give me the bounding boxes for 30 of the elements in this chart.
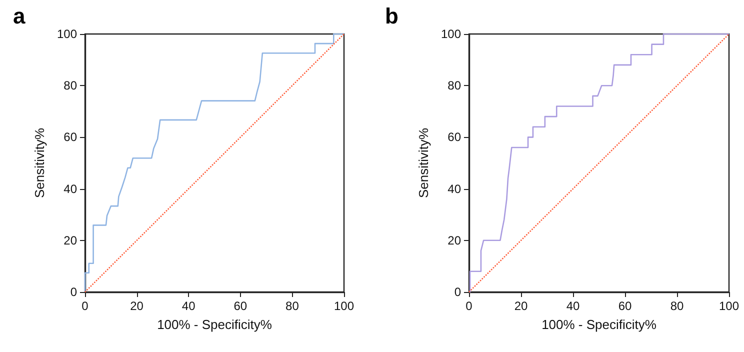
y-tick-label: 0 (70, 285, 78, 299)
x-tick-label: 20 (514, 299, 528, 313)
chart-title: a (13, 4, 26, 28)
x-tick-label: 80 (286, 299, 300, 313)
x-tick-label: 0 (466, 299, 473, 313)
y-tick-label: 40 (64, 182, 78, 196)
y-tick-label: 60 (64, 130, 78, 144)
x-tick-label: 60 (618, 299, 632, 313)
y-tick-label: 80 (448, 78, 462, 93)
x-tick-label: 60 (234, 299, 248, 313)
y-axis-title: Sensitivity% (416, 128, 432, 198)
x-tick-label: 100 (334, 299, 354, 313)
x-tick-label: 0 (82, 299, 89, 313)
chart-title: b (385, 4, 398, 28)
y-tick-label: 100 (56, 27, 78, 41)
x-axis-title: 100% - Specificity% (542, 317, 657, 332)
x-axis-title: 100% - Specificity% (157, 317, 272, 332)
x-tick-label: 40 (566, 299, 580, 313)
x-tick-label: 40 (182, 299, 196, 313)
y-tick-label: 20 (448, 233, 462, 248)
y-tick-label: 100 (440, 27, 462, 41)
y-tick-label: 20 (64, 233, 78, 248)
y-tick-label: 80 (64, 78, 78, 93)
x-tick-label: 80 (670, 299, 684, 313)
y-tick-label: 60 (448, 130, 462, 144)
x-tick-label: 100 (718, 299, 740, 313)
y-axis-title: Sensitivity% (32, 128, 48, 198)
y-tick-label: 0 (454, 285, 462, 299)
y-tick-label: 40 (448, 182, 462, 196)
x-tick-label: 20 (130, 299, 144, 313)
